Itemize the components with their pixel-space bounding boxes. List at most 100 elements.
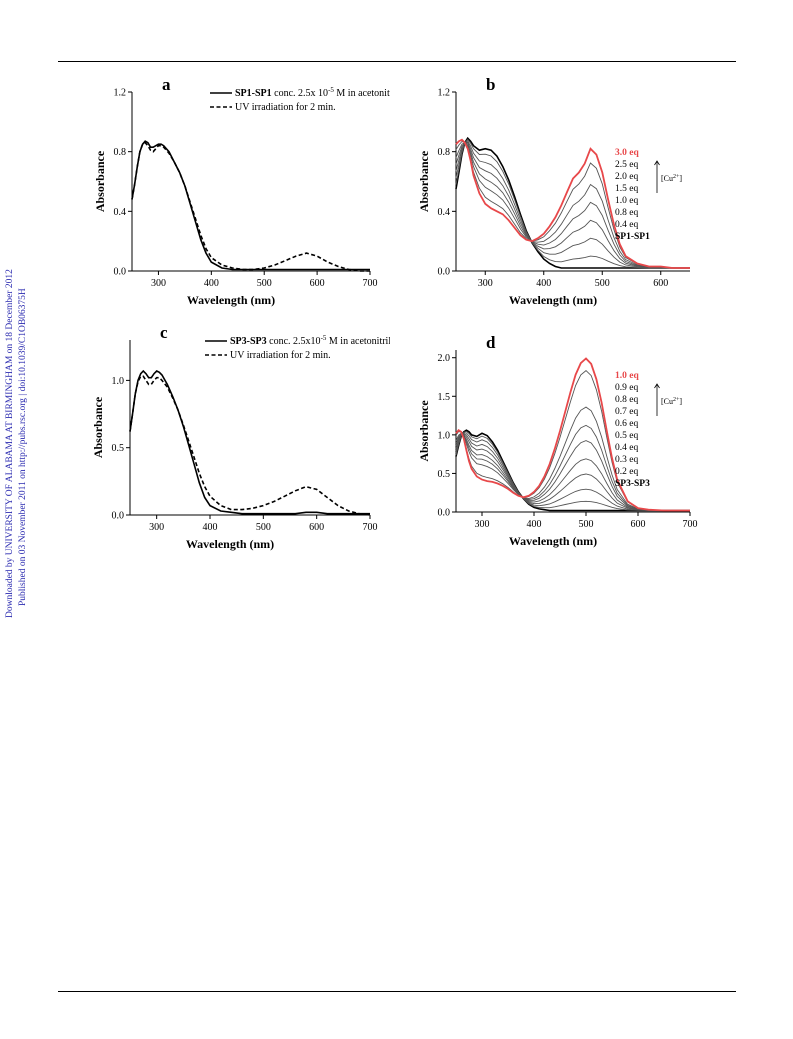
chart-panel-d: d 300 400 500 600 700 0.0 0.5 1.0 1.5 2.0 Wavelengt… bbox=[410, 320, 710, 560]
x-tick-label-c-700: 700 bbox=[363, 522, 378, 533]
titration-label-b: [Cu2+] bbox=[661, 174, 682, 183]
titration-line-b-4 bbox=[455, 142, 690, 269]
panel-label-b: b bbox=[486, 75, 495, 94]
x-tick-label-d-400: 400 bbox=[527, 519, 542, 530]
x-axis-label-b: Wavelength (nm) bbox=[509, 293, 597, 307]
y-tick-label-a-3: 1.2 bbox=[114, 88, 127, 99]
x-tick-label-a-300: 300 bbox=[151, 278, 166, 289]
panel-label-c: c bbox=[160, 323, 168, 342]
legend-entry-d-7: 0.3 eq bbox=[615, 455, 638, 465]
titration-arrow-head-d bbox=[654, 383, 660, 389]
x-tick-label-a-600: 600 bbox=[310, 278, 325, 289]
legend-entry-c-0: SP3-SP3 conc. 2.5x10-5 M in acetonitrile bbox=[230, 334, 390, 347]
chart-c-svg: c 300 400 500 600 700 0.0 0.5 1.0 Wavelength (nm)… bbox=[91, 323, 396, 551]
x-axis-label-a: Wavelength (nm) bbox=[187, 293, 275, 307]
legend-entry-b-5: 0.8 eq bbox=[615, 208, 638, 218]
legend-entry-d-1: 0.9 eq bbox=[615, 383, 638, 393]
legend-entry-b-7: SP1-SP1 bbox=[615, 232, 650, 242]
y-axis-label-d: Absorbance bbox=[417, 400, 431, 462]
legend-entry-a-0: SP1-SP1 conc. 2.5x 10-5 M in acetonitril… bbox=[235, 86, 390, 99]
x-tick-label-c-600: 600 bbox=[309, 522, 324, 533]
x-tick-label-a-400: 400 bbox=[204, 278, 219, 289]
titration-line-b-6 bbox=[455, 140, 690, 269]
chart-a-svg: a 300 400 500 600 700 0.0 0.4 0.8 1.2 Wavelength (… bbox=[93, 75, 404, 307]
legend-entry-b-6: 0.4 eq bbox=[615, 220, 638, 230]
legend-entry-b-0: 3.0 eq bbox=[615, 148, 639, 158]
x-tick-label-d-500: 500 bbox=[579, 519, 594, 530]
side-text-download: Downloaded by UNIVERSITY OF ALABAMA AT B… bbox=[5, 269, 15, 618]
titration-line-d-4 bbox=[455, 433, 690, 511]
titration-line-d-1 bbox=[455, 430, 690, 511]
chart-panel-b: b 300 400 500 600 0.0 0.4 0.8 1.2 Wavelength (nm)… bbox=[410, 72, 710, 312]
titration-line-b-3 bbox=[455, 141, 690, 269]
series-line-c-1 bbox=[129, 375, 371, 516]
y-tick-label-b-1: 0.4 bbox=[438, 207, 451, 218]
x-tick-label-d-600: 600 bbox=[631, 519, 646, 530]
x-tick-label-b-500: 500 bbox=[595, 278, 610, 289]
legend-entry-d-0: 1.0 eq bbox=[615, 371, 639, 381]
y-tick-label-a-1: 0.4 bbox=[114, 207, 127, 218]
panel-label-d: d bbox=[486, 333, 496, 352]
x-tick-label-c-300: 300 bbox=[149, 522, 164, 533]
titration-line-b-2 bbox=[455, 140, 690, 269]
side-watermark: Downloaded by UNIVERSITY OF ALABAMA AT B… bbox=[0, 0, 40, 700]
x-tick-label-a-500: 500 bbox=[257, 278, 272, 289]
y-tick-label-c-2: 1.0 bbox=[112, 376, 125, 387]
y-tick-label-a-0: 0.0 bbox=[114, 267, 127, 278]
x-tick-label-c-400: 400 bbox=[203, 522, 218, 533]
legend-entry-c-1: UV irradiation for 2 min. bbox=[230, 350, 331, 361]
chart-b-svg: b 300 400 500 600 0.0 0.4 0.8 1.2 Wavelength (nm)… bbox=[417, 75, 690, 307]
y-tick-label-d-4: 2.0 bbox=[438, 353, 451, 364]
titration-line-d-9 bbox=[455, 357, 690, 512]
y-tick-label-c-1: 0.5 bbox=[112, 443, 125, 454]
titration-line-d-2 bbox=[455, 432, 690, 511]
x-tick-label-c-500: 500 bbox=[256, 522, 271, 533]
x-tick-label-b-400: 400 bbox=[536, 278, 551, 289]
titration-line-d-5 bbox=[455, 433, 690, 511]
legend-entry-b-3: 1.5 eq bbox=[615, 184, 638, 194]
legend-entry-b-1: 2.5 eq bbox=[615, 160, 638, 170]
legend-entry-d-6: 0.4 eq bbox=[615, 443, 638, 453]
chart-d-svg: d 300 400 500 600 700 0.0 0.5 1.0 1.5 2.0 Wavelengt… bbox=[417, 333, 698, 548]
legend-entry-a-1: UV irradiation for 2 min. bbox=[235, 102, 336, 113]
y-tick-label-d-0: 0.0 bbox=[438, 508, 451, 519]
titration-line-d-8 bbox=[455, 369, 690, 511]
titration-line-d-3 bbox=[455, 432, 690, 511]
top-rule bbox=[58, 61, 736, 62]
y-tick-label-d-1: 0.5 bbox=[438, 469, 451, 480]
legend-entry-d-3: 0.7 eq bbox=[615, 407, 638, 417]
x-tick-label-d-700: 700 bbox=[683, 519, 698, 530]
titration-line-d-0 bbox=[455, 429, 690, 512]
y-tick-label-b-2: 0.8 bbox=[438, 147, 451, 158]
legend-entry-d-9: SP3-SP3 bbox=[615, 479, 650, 489]
titration-line-b-7 bbox=[455, 138, 690, 269]
titration-label-d: [Cu2+] bbox=[661, 397, 682, 406]
legend-entry-d-5: 0.5 eq bbox=[615, 431, 638, 441]
chart-panel-c: c 300 400 500 600 700 0.0 0.5 1.0 Wavelength (nm)… bbox=[90, 320, 396, 560]
chart-panel-a: a 300 400 500 600 700 0.0 0.4 0.8 1.2 Wavelength (… bbox=[90, 72, 404, 312]
bottom-rule bbox=[58, 991, 736, 992]
titration-line-b-0 bbox=[455, 136, 690, 269]
y-tick-label-b-0: 0.0 bbox=[438, 267, 451, 278]
titration-line-d-6 bbox=[455, 424, 690, 511]
y-tick-label-d-2: 1.0 bbox=[438, 430, 451, 441]
legend-entry-d-4: 0.6 eq bbox=[615, 419, 638, 429]
series-line-c-0 bbox=[129, 369, 370, 515]
x-axis-label-c: Wavelength (nm) bbox=[186, 537, 274, 551]
series-line-a-0 bbox=[131, 140, 370, 271]
legend-entry-d-2: 0.8 eq bbox=[615, 395, 638, 405]
y-tick-label-b-3: 1.2 bbox=[438, 88, 451, 99]
legend-entry-b-4: 1.0 eq bbox=[615, 196, 638, 206]
y-axis-label-b: Absorbance bbox=[417, 150, 431, 212]
side-text-published: Published on 03 November 2011 on http://… bbox=[18, 288, 28, 606]
x-axis-label-d: Wavelength (nm) bbox=[509, 534, 597, 548]
y-tick-label-c-0: 0.0 bbox=[112, 511, 125, 522]
titration-line-b-5 bbox=[455, 142, 690, 269]
series-line-a-1 bbox=[131, 141, 370, 272]
y-axis-label-a: Absorbance bbox=[93, 150, 107, 212]
x-tick-label-d-300: 300 bbox=[475, 519, 490, 530]
x-tick-label-b-600: 600 bbox=[653, 278, 668, 289]
titration-line-d-7 bbox=[455, 406, 690, 511]
x-tick-label-a-700: 700 bbox=[363, 278, 378, 289]
legend-entry-d-8: 0.2 eq bbox=[615, 467, 638, 477]
